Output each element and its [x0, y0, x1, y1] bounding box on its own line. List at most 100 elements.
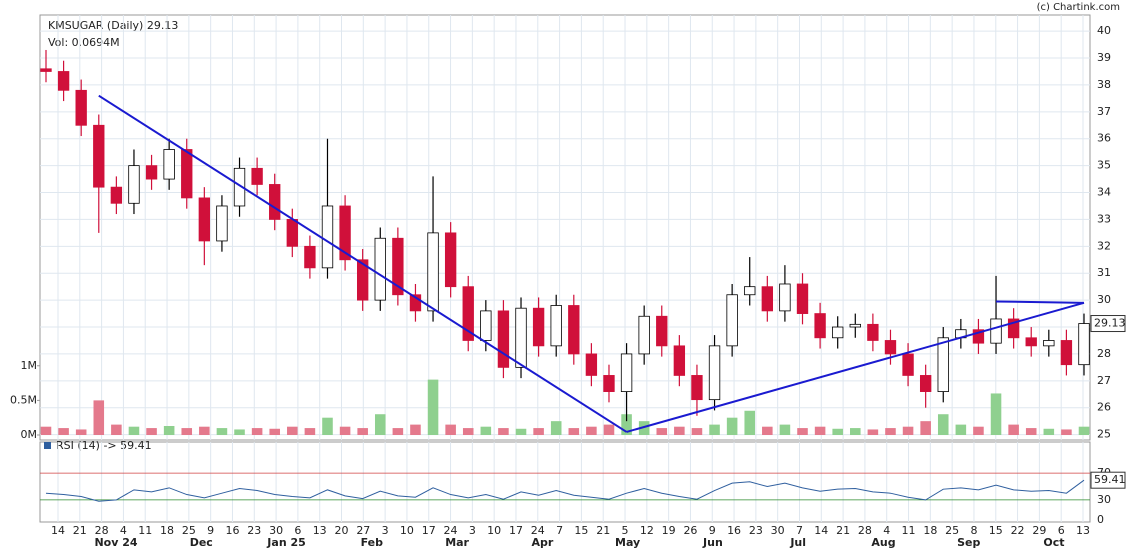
- y-tick-label: 35: [1097, 159, 1111, 172]
- candle-body: [392, 237, 404, 296]
- volume-bar: [920, 421, 931, 435]
- x-tick-label: 11: [138, 524, 152, 537]
- x-tick-label: 9: [709, 524, 716, 537]
- x-tick-label: 21: [596, 524, 610, 537]
- x-tick-label: 7: [796, 524, 803, 537]
- candle-body: [286, 219, 298, 247]
- y-tick-label: 37: [1097, 105, 1111, 118]
- x-tick-label: 4: [883, 524, 890, 537]
- y-tick-label: 30: [1097, 293, 1111, 306]
- x-tick-label: 8: [970, 524, 977, 537]
- volume-bar: [93, 400, 105, 435]
- candle-body: [339, 205, 351, 261]
- x-tick-label: 9: [207, 524, 214, 537]
- x-month-label: Dec: [190, 536, 213, 549]
- volume-bar: [867, 429, 879, 435]
- volume-bar: [1043, 428, 1055, 435]
- volume-bar: [445, 424, 456, 435]
- volume-bar: [726, 417, 738, 435]
- volume-bar: [339, 426, 351, 435]
- volume-bar: [832, 428, 843, 435]
- volume-bar: [568, 428, 580, 435]
- volume-bar: [1008, 424, 1019, 435]
- x-tick-label: 28: [95, 524, 109, 537]
- candle-body: [814, 313, 826, 339]
- candle-body: [779, 283, 791, 312]
- x-tick-label: 10: [400, 524, 414, 537]
- volume-bar: [850, 428, 861, 435]
- x-tick-label: 10: [487, 524, 501, 537]
- volume-bar: [251, 428, 263, 435]
- y-tick-label: 28: [1097, 347, 1111, 360]
- volume-bar: [973, 426, 984, 435]
- x-tick-label: 24: [531, 524, 545, 537]
- x-tick-label: 22: [1011, 524, 1025, 537]
- volume-label: Vol: 0.0694M: [48, 36, 120, 49]
- trendline: [98, 94, 628, 433]
- x-month-label: Apr: [531, 536, 553, 549]
- candle-body: [585, 353, 598, 376]
- x-tick-label: 14: [814, 524, 828, 537]
- x-tick-label: 29: [1032, 524, 1046, 537]
- x-tick-label: 28: [858, 524, 872, 537]
- volume-bar: [75, 429, 87, 435]
- volume-bar: [374, 414, 386, 435]
- candle-body: [1060, 340, 1073, 366]
- candle-body: [181, 149, 193, 199]
- x-month-label: Feb: [361, 536, 384, 549]
- x-tick-label: 16: [727, 524, 741, 537]
- x-tick-label: 6: [294, 524, 301, 537]
- rsi-title: RSI (14) -> 59.41: [56, 439, 152, 452]
- candle-body: [937, 337, 949, 392]
- x-tick-label: 12: [640, 524, 654, 537]
- x-tick-label: 17: [509, 524, 523, 537]
- volume-bar: [199, 426, 210, 435]
- x-month-label: Jun: [702, 536, 723, 549]
- x-tick-label: 3: [382, 524, 389, 537]
- y-tick-label: 32: [1097, 239, 1111, 252]
- x-tick-label: 25: [945, 524, 959, 537]
- volume-bar: [779, 424, 791, 435]
- candle-body: [163, 149, 175, 180]
- candle-body: [304, 245, 316, 269]
- candle-body: [75, 89, 87, 126]
- candle-body: [867, 323, 879, 341]
- x-tick-label: 19: [662, 524, 676, 537]
- rsi-tick-label: 30: [1097, 493, 1111, 506]
- candle-body: [708, 345, 721, 401]
- volume-bar: [181, 428, 193, 435]
- candle-body: [93, 124, 105, 188]
- x-tick-label: 13: [1076, 524, 1090, 537]
- candle-body: [40, 68, 52, 72]
- volume-bar: [1025, 428, 1037, 435]
- y-tick-label: 33: [1097, 212, 1111, 225]
- x-tick-label: 24: [444, 524, 458, 537]
- candle-body: [902, 353, 914, 376]
- y-tick-label: 31: [1097, 266, 1111, 279]
- candle-body: [884, 340, 897, 355]
- x-tick-label: 11: [902, 524, 916, 537]
- x-month-label: Nov 24: [94, 536, 137, 549]
- candle-body: [849, 323, 861, 328]
- candle-body: [216, 205, 228, 242]
- volume-bar: [357, 428, 368, 435]
- x-tick-label: 5: [622, 524, 629, 537]
- x-tick-label: 16: [225, 524, 239, 537]
- volume-bar: [937, 414, 949, 435]
- candle-body: [462, 286, 474, 341]
- x-month-label: May: [615, 536, 640, 549]
- y-tick-label: 34: [1097, 186, 1111, 199]
- volume-bar: [287, 426, 298, 435]
- trendline: [996, 300, 1085, 304]
- x-tick-label: 23: [749, 524, 763, 537]
- volume-bar: [304, 428, 316, 435]
- candle-body: [726, 294, 738, 347]
- candle-body: [1078, 323, 1090, 366]
- candle-body: [57, 71, 70, 91]
- volume-bar: [990, 393, 1002, 435]
- last-price-label: 29.13: [1094, 317, 1126, 330]
- volume-bar: [410, 424, 421, 435]
- x-month-label: Jan 25: [266, 536, 305, 549]
- volume-bar: [797, 428, 808, 435]
